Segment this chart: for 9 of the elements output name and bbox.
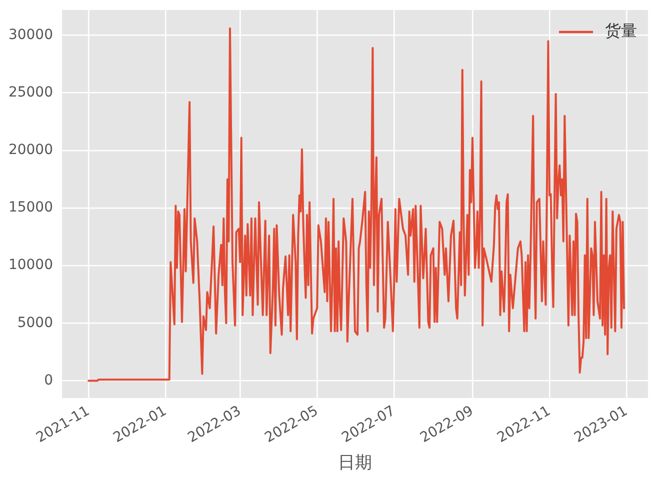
y-tick-label: 10000 [8, 257, 53, 274]
y-tick-label: 30000 [8, 26, 53, 43]
y-tick-label: 20000 [8, 142, 53, 158]
legend-label: 货量 [605, 21, 637, 40]
y-tick-label: 5000 [17, 314, 53, 331]
y-tick-label: 0 [44, 372, 53, 388]
y-tick-label: 15000 [8, 200, 53, 216]
y-tick-label: 25000 [8, 84, 53, 101]
x-axis-title: 日期 [338, 453, 372, 474]
